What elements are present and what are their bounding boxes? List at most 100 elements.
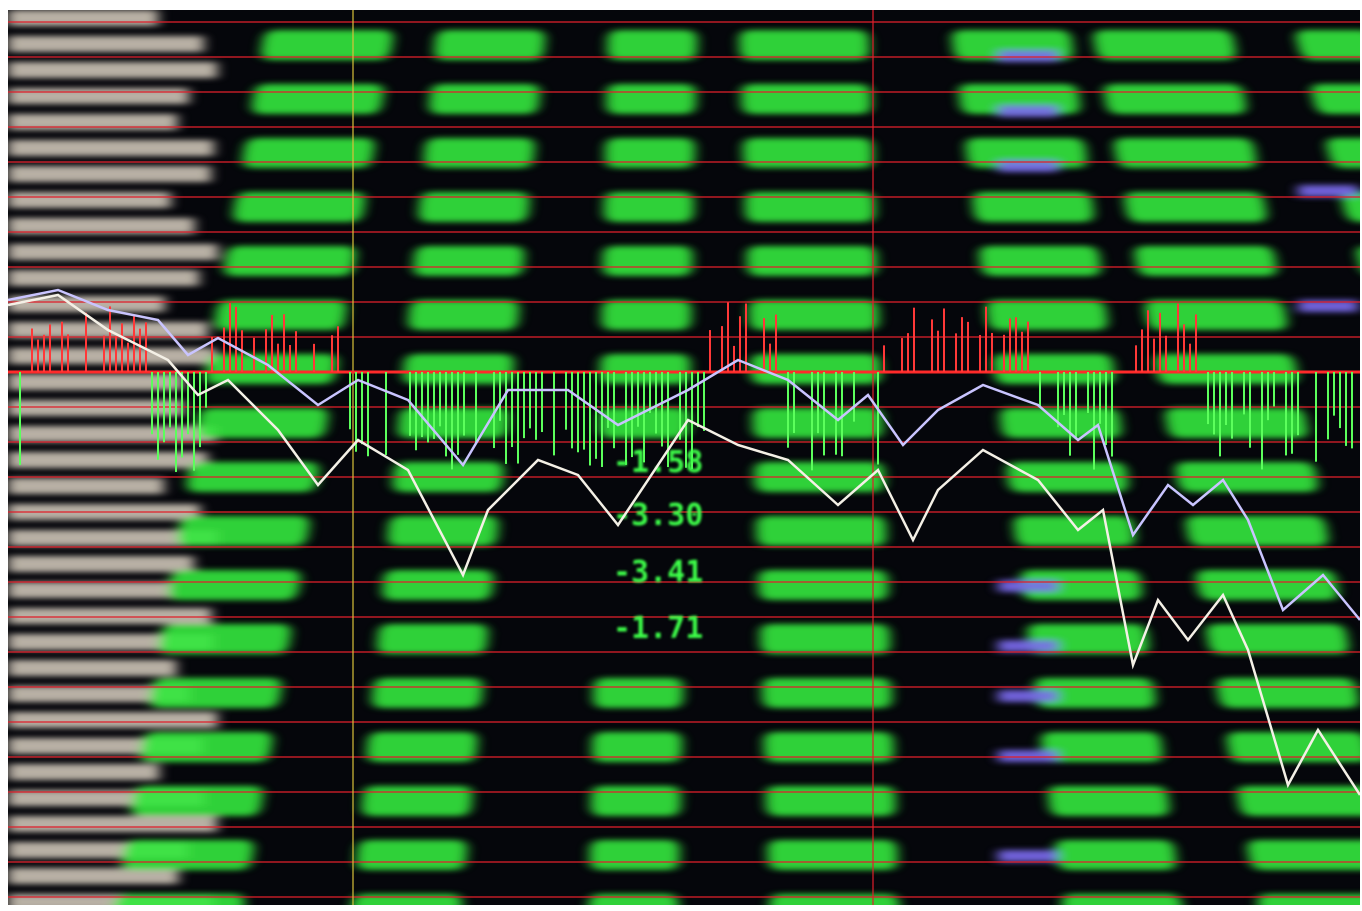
green-digits xyxy=(223,246,356,276)
green-digits xyxy=(992,354,1115,384)
screen-number: -1.58 xyxy=(613,445,703,480)
beige-streak xyxy=(8,686,190,702)
green-digits xyxy=(748,300,879,330)
green-digits xyxy=(1041,732,1163,762)
green-digits xyxy=(972,192,1094,222)
green-digits xyxy=(397,408,509,438)
green-digits xyxy=(168,570,301,600)
green-digits xyxy=(742,138,874,168)
green-digits xyxy=(366,732,478,762)
screen-number: -1.71 xyxy=(613,611,703,646)
green-digits xyxy=(242,138,375,168)
green-digits xyxy=(763,732,894,762)
beige-streak xyxy=(8,62,218,78)
green-digits xyxy=(408,300,520,330)
green-digits xyxy=(413,246,525,276)
grid-lines xyxy=(8,10,1360,905)
green-digits xyxy=(1216,678,1359,708)
beige-streak xyxy=(8,400,184,416)
green-digits xyxy=(1047,786,1170,816)
beige-streak xyxy=(8,166,211,182)
green-digits xyxy=(423,138,535,168)
green-digits xyxy=(761,678,893,708)
green-digits xyxy=(750,354,881,384)
green-digits xyxy=(251,84,384,114)
beige-streak xyxy=(8,10,158,26)
green-digits xyxy=(1061,894,1184,905)
green-digits xyxy=(767,840,898,870)
beige-streak xyxy=(8,556,194,572)
green-digits xyxy=(1134,246,1277,276)
purple-streak xyxy=(1298,300,1358,312)
beige-streak xyxy=(8,582,172,598)
green-digits xyxy=(605,84,697,114)
beige-streak xyxy=(8,816,218,832)
green-digits xyxy=(1206,624,1349,654)
purple-streak xyxy=(998,640,1058,652)
beige-streak xyxy=(8,868,179,884)
green-digits xyxy=(1114,138,1257,168)
beige-streak xyxy=(8,192,171,208)
green-digits xyxy=(214,300,347,330)
beige-streak xyxy=(8,894,215,905)
green-digits xyxy=(233,192,366,222)
lavender-curve xyxy=(8,288,1360,621)
green-digits xyxy=(604,138,695,168)
beige-streak xyxy=(8,296,165,312)
green-digits xyxy=(601,300,692,330)
green-digits xyxy=(588,894,679,905)
beige-streak xyxy=(8,478,164,494)
purple-streak xyxy=(998,160,1058,172)
green-digits xyxy=(361,786,473,816)
green-digits xyxy=(177,516,310,546)
green-digits xyxy=(158,624,291,654)
green-digits xyxy=(1124,192,1267,222)
beige-streak xyxy=(8,244,218,260)
green-digits xyxy=(589,840,680,870)
green-digits xyxy=(149,678,282,708)
volume-bars xyxy=(19,302,1353,472)
green-digits xyxy=(1144,300,1288,330)
green-digits xyxy=(131,786,264,816)
beige-streak xyxy=(8,660,177,676)
beige-streak xyxy=(8,452,208,468)
white-curve xyxy=(8,293,1360,796)
purple-streak xyxy=(998,750,1058,762)
green-digits xyxy=(376,624,488,654)
green-digits xyxy=(1296,30,1360,60)
green-digits xyxy=(756,516,887,546)
beige-streak xyxy=(8,608,212,624)
green-digits xyxy=(769,894,900,905)
green-digits xyxy=(1020,570,1142,600)
screen-numbers: -1.58 -3.30 -3.41 -1.71 xyxy=(613,445,703,646)
green-digits xyxy=(1013,516,1135,546)
green-digits xyxy=(607,30,698,60)
green-digits xyxy=(1054,840,1177,870)
green-digits xyxy=(757,570,889,600)
purple-streak xyxy=(998,850,1058,862)
green-digits xyxy=(1196,570,1339,600)
screen-number: -3.41 xyxy=(613,555,703,590)
green-digits xyxy=(765,786,896,816)
beige-streak xyxy=(8,36,204,52)
green-digits xyxy=(387,516,499,546)
green-digits xyxy=(434,30,546,60)
green-digits xyxy=(746,246,877,276)
green-digits xyxy=(1034,678,1156,708)
beige-streak xyxy=(8,374,183,390)
green-digits xyxy=(1103,84,1247,114)
purple-streak xyxy=(1298,185,1358,197)
green-digits xyxy=(999,408,1122,438)
green-digits xyxy=(112,894,245,905)
green-digits xyxy=(759,624,891,654)
green-digits xyxy=(744,192,876,222)
green-digits xyxy=(986,300,1108,330)
green-digits xyxy=(739,30,870,60)
beige-streak xyxy=(8,348,216,364)
beige-streak xyxy=(8,530,218,546)
green-digits xyxy=(1257,894,1360,905)
beige-streak xyxy=(8,426,216,442)
green-digits xyxy=(371,678,483,708)
beige-streak xyxy=(8,218,195,234)
